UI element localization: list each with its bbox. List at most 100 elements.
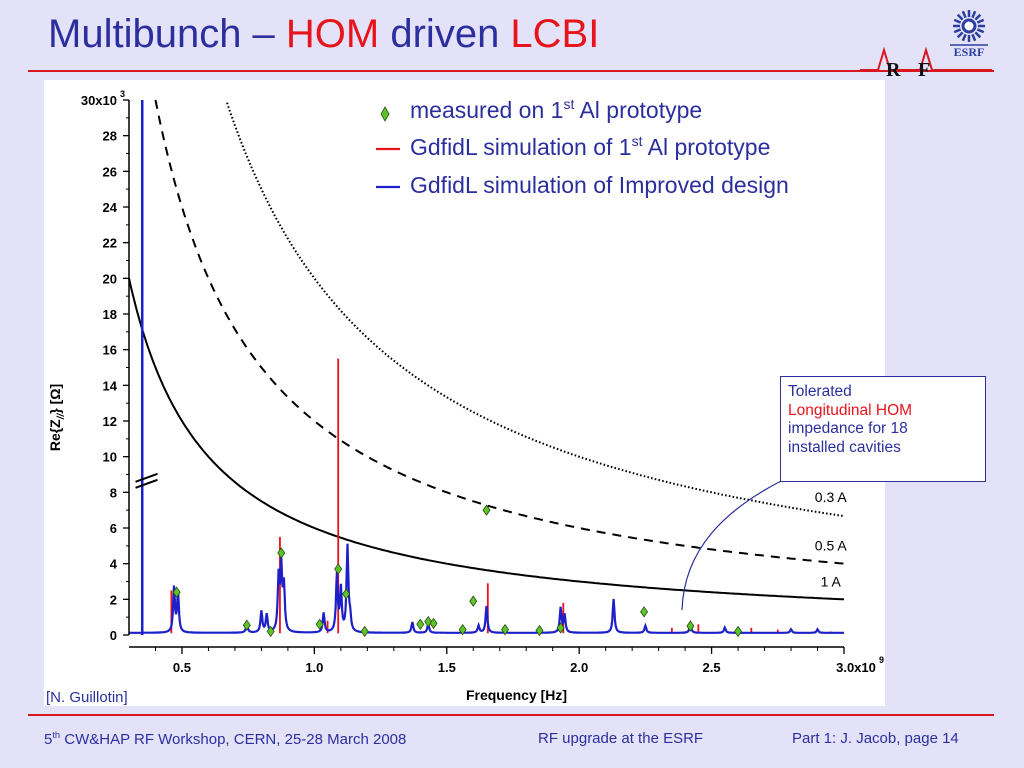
y-tick-label: 14 (103, 378, 118, 393)
y-tick-label: 10 (103, 450, 117, 465)
threshold-curves: 1 A 0.5 A 0.3 A (128, 99, 847, 601)
blue-series-line (129, 543, 844, 634)
legend-sup: st (563, 96, 574, 112)
y-axis-label: Re{Z//} [Ω] (47, 384, 67, 451)
x-tick-label: 0.5 (173, 660, 191, 675)
threshold-label: 1 A (821, 574, 842, 590)
measured-point (424, 615, 433, 628)
footer-workshop: 5th CW&HAP RF Workshop, CERN, 25-28 Marc… (44, 730, 406, 748)
tolerance-annotation-box: Tolerated Longitudinal HOM impedance for… (780, 376, 986, 482)
measured-point (458, 623, 467, 636)
x-tick-label: 1.0 (305, 660, 323, 675)
title-part1: Multibunch – (48, 12, 286, 56)
esrf-ray (971, 33, 977, 42)
measured-point (501, 623, 510, 636)
legend-sup: st (632, 133, 643, 149)
legend-text2: Al prototype (643, 134, 771, 160)
y-label-prefix: Re{Z (47, 419, 63, 451)
y-tick-label: 12 (103, 414, 117, 429)
legend-entry: GdfidL simulation of 1st Al prototype (410, 133, 770, 160)
rf-wave-line (860, 46, 992, 71)
measured-point (482, 504, 491, 516)
esrf-ray (953, 18, 962, 24)
threshold-curve-05A (154, 99, 845, 565)
legend-text: GdfidL simulation of Improved design (410, 172, 789, 198)
y-label-sub: // (56, 412, 67, 420)
y-scale-exponent: 3 (120, 89, 125, 99)
chart-background (44, 80, 885, 706)
measured-point (416, 618, 425, 630)
y-tick-label: 0 (110, 628, 117, 643)
legend-entry: GdfidL simulation of Improved design (410, 172, 789, 198)
measured-markers (172, 504, 743, 638)
esrf-logo-text: ESRF (954, 45, 985, 58)
esrf-ray (971, 10, 977, 19)
bottom-divider (28, 714, 994, 716)
x-tick-label: 2.5 (703, 660, 721, 675)
title-lcbi: LCBI (510, 12, 600, 56)
measured-point (360, 625, 369, 638)
x-scale-exponent: 9 (879, 655, 884, 665)
esrf-ray (961, 33, 967, 42)
footer-page: Part 1: J. Jacob, page 14 (792, 730, 959, 747)
y-tick-label: 18 (103, 307, 117, 322)
y-tick-label-top: 30x10 (81, 93, 117, 108)
esrf-rays (953, 10, 985, 42)
rf-letter-f: F (918, 59, 930, 81)
threshold-curve-03A (226, 102, 845, 518)
measured-point (535, 624, 544, 637)
y-tick-top-value: 30x10 (81, 93, 117, 108)
y-tick-label: 6 (110, 521, 117, 536)
y-tick-label: 4 (110, 557, 118, 572)
measured-point (556, 622, 565, 634)
measured-point (429, 617, 438, 630)
esrf-ray (956, 31, 964, 39)
annotation-line-2: Longitudinal HOM (788, 401, 913, 419)
esrf-ray (974, 13, 982, 21)
blue-series (129, 100, 844, 635)
measured-point (469, 595, 478, 607)
top-divider (28, 70, 994, 72)
footer-sup: th (52, 730, 61, 740)
title-part3: driven (379, 12, 511, 56)
measured-point (315, 618, 324, 630)
annotation-line-1: Tolerated (788, 383, 852, 400)
impedance-chart: 1 A0.5 A0.3 A 02468101214161820222426283… (44, 80, 885, 706)
axis-break-mark (135, 472, 158, 483)
y-tick-label: 8 (110, 485, 117, 500)
rf-letter-r: R (886, 59, 901, 81)
threshold-curve-1A (128, 278, 845, 601)
measured-point (334, 563, 343, 575)
measured-point (242, 619, 251, 631)
x-tick-label: 2.0 (570, 660, 588, 675)
annotation-line-3: impedance for 18 (788, 420, 908, 437)
legend-text: GdfidL simulation of 1 (410, 134, 632, 160)
footer-workshop-text: CW&HAP RF Workshop, CERN, 25-28 March 20… (60, 731, 407, 748)
esrf-ray (953, 28, 962, 34)
esrf-ray (976, 28, 985, 34)
annotation-pointer (681, 479, 784, 611)
y-label-suffix: } [Ω] (47, 384, 63, 414)
legend-text: measured on 1 (410, 97, 563, 123)
legend-text2: Al prototype (574, 97, 702, 123)
x-tick-label: 1.5 (438, 660, 456, 675)
esrf-ray (976, 18, 985, 24)
y-tick-label: 16 (103, 343, 117, 358)
esrf-sun-logo-icon: ESRF (950, 10, 988, 58)
measured-point (172, 586, 181, 598)
chart-labels: Frequency [Hz]Re{Z//} [Ω]measured on 1st… (46, 96, 789, 706)
measured-point (734, 625, 743, 638)
legend-marker-diamond (380, 106, 390, 122)
x-axis-label: Frequency [Hz] (466, 687, 567, 703)
title-hom: HOM (285, 12, 380, 56)
annotation-line-4: installed cavities (788, 438, 901, 456)
y-tick-label: 2 (110, 592, 117, 607)
esrf-ray (974, 31, 982, 39)
y-tick-label: 28 (103, 129, 117, 144)
rf-logo: R F (860, 46, 992, 81)
measured-point (640, 606, 649, 618)
y-tick-label: 20 (103, 271, 117, 286)
measured-point (277, 547, 286, 559)
slide-title: Multibunch – HOM driven LCBI (48, 12, 599, 57)
